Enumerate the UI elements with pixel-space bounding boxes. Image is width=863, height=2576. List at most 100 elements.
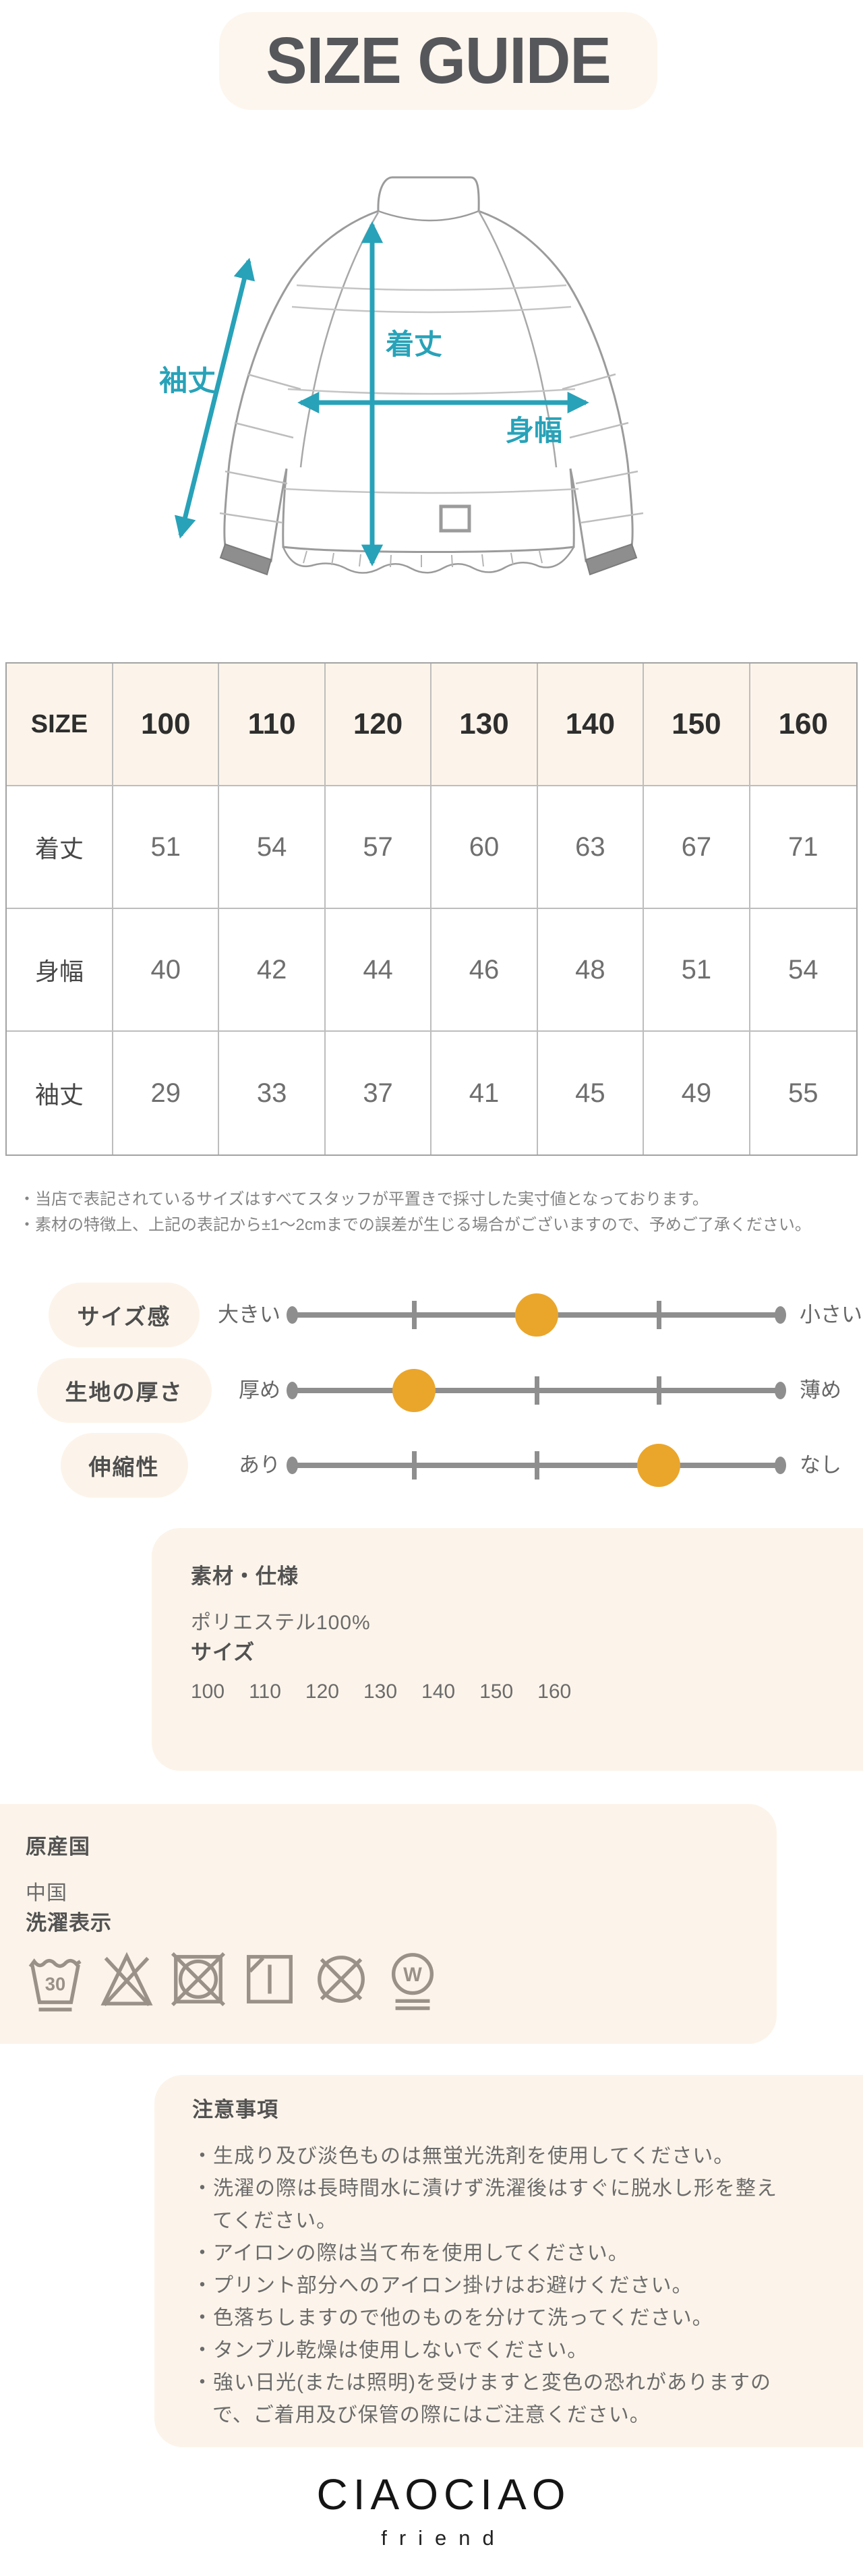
size-table-row-label: 袖丈 [7,1032,113,1154]
wet-clean-gentle-icon: W [391,1953,434,2010]
track-end-dot [287,1306,298,1324]
material-size-heading: サイズ [191,1641,256,1664]
size-table-value: 41 [432,1032,538,1154]
cautions-list: ・生成り及び淡色ものは無蛍光洗剤を使用してください。 ・洗濯の際は長時間水に漬け… [192,2140,789,2432]
jacket-raglan-seam-left [299,212,380,468]
attribute-left-label: あり [239,1453,280,1477]
care-icons-row: 30 W [26,1945,750,2014]
note-line: ・素材の特徴上、上記の表記から±1～2cmまでの誤差が生じる場合がございますので… [19,1216,811,1234]
attribute-marker [636,1444,680,1487]
size-table-header-cell: 160 [750,664,856,786]
jacket-quilt-lines [284,284,579,494]
attribute-right-label: なし [800,1453,841,1477]
jacket-measurement-diagram: 着丈 身幅 袖丈 [159,176,644,576]
size-table-value: 49 [644,1032,750,1154]
size-table-header-cell: 130 [432,664,538,786]
size-table-value: 48 [537,909,645,1032]
jacket-hem-gather [282,546,575,574]
width-arrow-label: 身幅 [506,415,562,446]
attribute-marker [514,1293,558,1337]
brand-name: CIAOCIAO [316,2470,571,2519]
size-table-value: 63 [537,786,645,909]
jacket-cuff-left [219,543,272,576]
no-tumble-dry-icon [171,1952,226,2007]
size-table-value: 45 [538,1032,645,1154]
title-badge: SIZE GUIDE [219,12,657,110]
no-bleach-icon [100,1952,153,2006]
size-table-row-label: 身幅 [7,909,113,1032]
note-line: ・当店で表記されているサイズはすべてスタッフが平置きで採寸した実寸値となっており… [19,1190,709,1208]
brand-subname: friend [381,2526,506,2550]
attribute-left-label: 大きい [218,1303,280,1326]
size-table-value: 54 [750,909,856,1032]
brand-logo: CIAOCIAO friend [12,2469,863,2550]
length-arrow-label: 着丈 [386,328,442,360]
size-table-header-cell: SIZE [7,664,113,786]
track-end-dot [775,1382,786,1399]
attribute-marker [392,1369,436,1412]
track-end-dot [775,1306,786,1324]
jacket-outline [223,176,634,562]
size-table-value: 54 [219,786,326,909]
material-panel: 素材・仕様 ポリエステル100% サイズ 100 110 120 130 140… [152,1528,863,1771]
size-table-value: 57 [325,786,432,909]
size-table-value: 51 [644,909,750,1032]
size-table-value: 51 [113,786,220,909]
size-table-header-cell: 100 [113,664,220,786]
attribute-pill: サイズ感 [49,1283,200,1347]
origin-heading: 原産国 [26,1835,90,1858]
size-table-row-label: 着丈 [7,786,113,909]
svg-text:W: W [403,1964,422,1986]
size-table-value: 55 [788,1078,819,1108]
size-table-header-cell: 150 [644,664,750,786]
attribute-right-label: 小さい [800,1303,862,1326]
track-tick [534,1376,539,1405]
care-heading: 洗濯表示 [26,1911,112,1935]
material-heading: 素材・仕様 [191,1564,299,1588]
size-table-value: 44 [325,909,432,1032]
caution-item: ・タンブル乾燥は使用しないでください。 [192,2339,589,2362]
hang-dry-in-shade-icon [247,1955,293,2003]
origin-body: 中国 [26,1882,67,1904]
track-tick [656,1376,661,1405]
material-body: ポリエステル100% [191,1612,371,1634]
page-title: SIZE GUIDE [266,24,611,98]
size-table-header-cell: 140 [537,664,645,786]
size-table-value: 29 [113,1032,220,1154]
size-table-header-cell: 110 [219,664,326,786]
svg-text:30: 30 [45,1974,65,1995]
material-sizes: 100 110 120 130 140 150 160 [191,1680,572,1703]
track-end-dot [287,1382,298,1399]
track-end-dot [287,1457,298,1474]
jacket-tag [439,504,471,533]
size-table-value: 60 [432,786,538,909]
size-table-header-cell: 120 [325,664,432,786]
track-tick [412,1301,417,1329]
track-tick [412,1451,417,1480]
attribute-pill: 伸縮性 [60,1433,188,1498]
caution-item: ・生成り及び淡色ものは無蛍光洗剤を使用してください。 [192,2145,735,2167]
caution-item: ・プリント部分へのアイロン掛けはお避けください。 [192,2275,693,2297]
size-table-value: 33 [219,1032,326,1154]
track-end-dot [775,1457,786,1474]
sleeve-arrow [174,258,256,539]
measurement-notes: ・当店で表記されているサイズはすべてスタッフが平置きで採寸した実寸値となっており… [19,1187,811,1238]
wash-30-gentle-icon: 30 [28,1958,82,2012]
no-dry-clean-icon [318,1956,365,2003]
cautions-heading: 注意事項 [192,2098,278,2121]
size-table: SIZE 100 110 120 130 140 150 160 着丈 51 5… [5,662,858,1156]
attribute-left-label: 厚め [239,1378,280,1402]
jacket-raglan-seam-right [477,210,558,468]
track-tick [534,1451,539,1480]
attribute-right-label: 薄め [800,1378,841,1402]
size-table-value: 71 [750,786,856,909]
caution-item: ・洗濯の際は長時間水に漬けず洗濯後はすぐに脱水し形を整えてください。 [192,2177,777,2232]
jacket-hem-ticks [303,550,543,568]
jacket-cuff-right [585,543,638,576]
cautions-panel: 注意事項 ・生成り及び淡色ものは無蛍光洗剤を使用してください。 ・洗濯の際は長時… [154,2075,863,2447]
jacket-collar-seam [378,210,479,222]
size-table-value: 37 [326,1032,432,1154]
size-table-value: 40 [113,909,220,1032]
caution-item: ・色落ちしますので他のものを分けて洗ってください。 [192,2307,713,2329]
